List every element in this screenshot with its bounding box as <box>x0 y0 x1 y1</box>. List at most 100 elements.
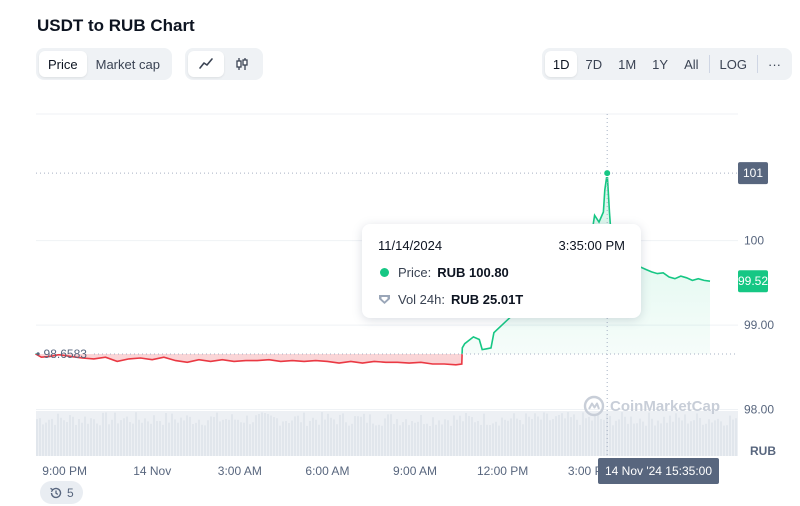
volume-bar <box>699 418 701 456</box>
volume-bar <box>54 424 56 456</box>
volume-bar <box>522 424 524 456</box>
volume-bar <box>135 412 137 456</box>
volume-bar <box>456 419 458 456</box>
volume-bar <box>618 419 620 456</box>
volume-bar <box>78 419 80 456</box>
line-chart-icon <box>199 58 213 69</box>
volume-bar <box>705 423 707 456</box>
volume-bar <box>369 414 371 456</box>
volume-bar <box>243 422 245 456</box>
volume-bar <box>537 416 539 456</box>
volume-bar <box>141 422 143 456</box>
tab-market-cap[interactable]: Market cap <box>95 56 160 72</box>
volume-bar <box>468 415 470 456</box>
volume-bar <box>312 417 314 456</box>
volume-bar <box>99 425 101 456</box>
volume-bar <box>570 417 572 456</box>
volume-bar <box>153 415 155 456</box>
volume-bars <box>36 411 738 456</box>
crosshair-point <box>603 169 612 178</box>
volume-bar <box>96 423 98 456</box>
y-tick-label: 100 <box>744 234 764 248</box>
volume-bar <box>435 424 437 456</box>
volume-bar <box>60 417 62 456</box>
volume-bar <box>291 420 293 456</box>
volume-bar <box>270 415 272 456</box>
volume-bar <box>432 417 434 456</box>
coinmarketcap-watermark: CoinMarketCap <box>583 395 720 417</box>
volume-bar <box>678 417 680 456</box>
volume-bar <box>504 419 506 456</box>
line-below-baseline <box>35 353 463 366</box>
volume-bar <box>123 418 125 456</box>
history-count: 5 <box>67 485 74 500</box>
volume-bar <box>483 413 485 456</box>
volume-bar <box>273 417 275 456</box>
volume-bar <box>426 423 428 456</box>
range-1d[interactable]: 1D <box>544 51 578 77</box>
volume-bar <box>168 422 170 456</box>
volume-bar <box>324 419 326 456</box>
range-7d[interactable]: 7D <box>585 56 603 72</box>
volume-bar <box>531 419 533 456</box>
volume-bar <box>438 420 440 456</box>
volume-bar <box>42 424 44 456</box>
volume-bar <box>117 423 119 456</box>
volume-bar <box>192 424 194 456</box>
volume-bar <box>519 420 521 456</box>
volume-bar <box>144 418 146 456</box>
volume-bar <box>564 418 566 456</box>
volume-bar <box>249 424 251 456</box>
volume-bar <box>183 420 185 456</box>
volume-bar <box>723 425 725 456</box>
reference-lines: • 98.6583 <box>36 114 738 456</box>
volume-bar <box>39 418 41 456</box>
volume-bar <box>228 419 230 456</box>
volume-bar <box>267 413 269 456</box>
volume-bar <box>147 421 149 456</box>
candlestick-button[interactable] <box>224 51 260 77</box>
range-all[interactable]: All <box>684 56 699 72</box>
volume-bar <box>195 422 197 456</box>
volume-bar <box>729 415 731 456</box>
volume-bar <box>561 413 563 456</box>
log-scale-toggle[interactable]: LOG <box>719 56 747 72</box>
history-icon <box>50 487 62 498</box>
volume-bar <box>702 424 704 456</box>
history-button[interactable]: 5 <box>40 481 83 504</box>
volume-bar <box>57 413 59 456</box>
range-1m[interactable]: 1M <box>618 56 637 72</box>
candlestick-icon <box>236 58 248 70</box>
tab-price[interactable]: Price <box>39 51 87 77</box>
volume-bar <box>84 416 86 456</box>
volume-bar <box>498 425 500 456</box>
volume-bar <box>189 416 191 456</box>
volume-bar <box>66 422 68 456</box>
volume-bar <box>603 419 605 456</box>
line-chart-button[interactable] <box>188 51 224 77</box>
volume-bar <box>255 415 257 456</box>
volume-bar <box>162 424 164 456</box>
range-1y[interactable]: 1Y <box>652 56 669 72</box>
volume-bar <box>240 422 242 456</box>
volume-bar <box>675 413 677 456</box>
x-tick-label: 9:00 AM <box>393 464 437 478</box>
volume-bar <box>180 417 182 456</box>
volume-bar <box>252 422 254 456</box>
volume-bar <box>342 413 344 456</box>
more-options-button[interactable]: ··· <box>768 56 781 72</box>
volume-bar <box>441 424 443 456</box>
volume-bar <box>624 416 626 456</box>
divider <box>757 55 758 73</box>
volume-bar <box>726 425 728 456</box>
volume-bar <box>258 413 260 456</box>
volume-bar <box>402 422 404 456</box>
volume-bar <box>567 412 569 456</box>
volume-bar <box>69 415 71 456</box>
volume-bar <box>717 418 719 456</box>
volume-bar <box>687 423 689 456</box>
volume-bar <box>210 416 212 456</box>
volume-bar <box>303 412 305 456</box>
volume-bar <box>453 415 455 456</box>
volume-bar <box>525 413 527 456</box>
